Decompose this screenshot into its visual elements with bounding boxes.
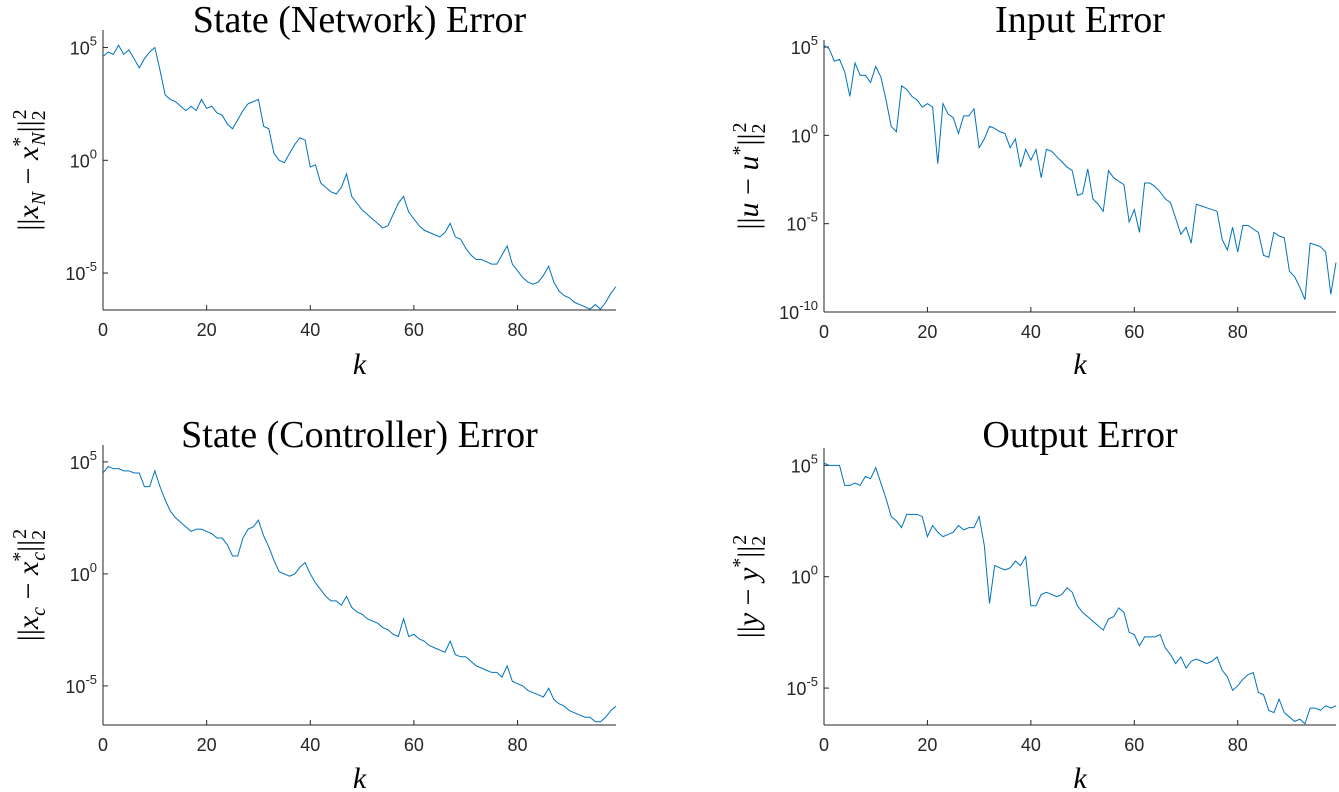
y-label-part: * [729,558,751,568]
y-label-part: || [12,540,45,552]
x-tick-label: 0 [819,735,829,755]
x-tick-label: 20 [917,735,937,755]
x-tick-label: 20 [917,322,937,342]
y-tick-label: 105 [70,34,97,59]
y-label-part: || [12,219,45,231]
y-label-part: 2 [748,536,770,546]
y-tick-label: 105 [791,451,818,476]
y-label-part: x [12,615,45,630]
subplot-title: State (Controller) Error [181,414,538,456]
y-label-part: N [28,131,50,147]
y-label-part: − [12,575,45,607]
y-label-part: 2 [9,109,31,119]
x-tick-label: 60 [1124,322,1144,342]
subplot-title: Input Error [995,0,1165,41]
y-label-part: − [732,581,765,613]
x-tick-label: 40 [300,735,320,755]
x-tick-label: 40 [300,320,320,340]
y-label-part: 2 [729,123,751,133]
x-tick-label: 0 [98,735,108,755]
y-tick-label: 100 [70,146,97,171]
x-tick-label: 20 [197,320,217,340]
data-line [823,44,1337,300]
y-tick-label: 105 [70,448,97,473]
x-axis-label: k [353,762,367,792]
data-line [102,44,617,310]
y-tick-label: 10-5 [65,672,97,697]
x-axis-label: k [1073,762,1087,792]
x-axis-label: k [1073,348,1087,381]
x-tick-label: 0 [98,320,108,340]
y-label-part: * [9,137,31,147]
y-label-part: y [732,567,765,584]
y-label-part: 2 [28,110,50,120]
y-label-part: || [12,629,45,641]
y-label-part: || [732,546,765,558]
subplot-title: State (Network) Error [193,0,527,41]
subplot: 0 20 40 60 80 10-5 100 105 State (Network) Error… [9,0,617,381]
y-tick-label: 10-5 [65,259,97,284]
y-tick-label: 100 [70,560,97,585]
x-tick-label: 60 [404,735,424,755]
y-tick-label: 10-5 [786,210,818,235]
data-line [102,465,617,723]
y-label-part: 2 [28,530,50,540]
x-tick-label: 20 [197,735,217,755]
y-label-part: x [12,561,45,576]
y-label-part: 2 [9,529,31,539]
y-tick-label: 100 [791,121,818,146]
y-tick-label: 105 [791,33,818,58]
y-axis-label: ||u − u*||22 [729,123,770,230]
x-tick-label: 80 [1228,322,1248,342]
x-tick-label: 80 [508,735,528,755]
x-tick-label: 60 [404,320,424,340]
y-label-part: || [732,134,765,146]
data-line [823,462,1337,725]
y-label-part: N [28,190,50,206]
x-tick-label: 60 [1124,735,1144,755]
y-label-part: c [28,607,50,616]
y-axis-label: ||xN − x*N||22 [9,109,50,230]
y-label-part: || [732,217,765,229]
y-label-part: * [9,552,31,562]
x-tick-label: 80 [1228,735,1248,755]
y-tick-label: 10-10 [779,298,818,323]
y-label-part: 2 [729,535,751,545]
y-label-part: * [729,146,751,156]
y-label-part: − [732,171,765,203]
y-label-part: || [732,626,765,638]
y-label-part: c [28,552,50,561]
subplot-title: Output Error [982,414,1178,456]
y-label-part: x [12,205,45,220]
y-label-part: 2 [748,124,770,134]
y-label-part: || [12,120,45,132]
y-label-part: u [732,202,765,217]
x-tick-label: 0 [819,322,829,342]
y-tick-label: 100 [791,563,818,588]
y-tick-label: 10-5 [786,674,818,699]
y-label-part: u [732,156,765,171]
x-tick-label: 40 [1021,735,1041,755]
x-tick-label: 80 [508,320,528,340]
y-axis-label: ||xc − x*c||22 [9,529,50,641]
y-label-part: y [732,612,765,629]
x-axis-label: k [353,348,367,381]
y-label-part: − [12,160,45,192]
x-tick-label: 40 [1021,322,1041,342]
y-label-part: x [12,146,45,161]
subplot: 0 20 40 60 80 10-10 10-5 100 105 Input Error k ||u … [729,0,1337,381]
y-axis-label: ||y − y*||22 [729,535,770,639]
subplot: 0 20 40 60 80 10-5 100 105 State (Controller) Er… [9,414,617,792]
